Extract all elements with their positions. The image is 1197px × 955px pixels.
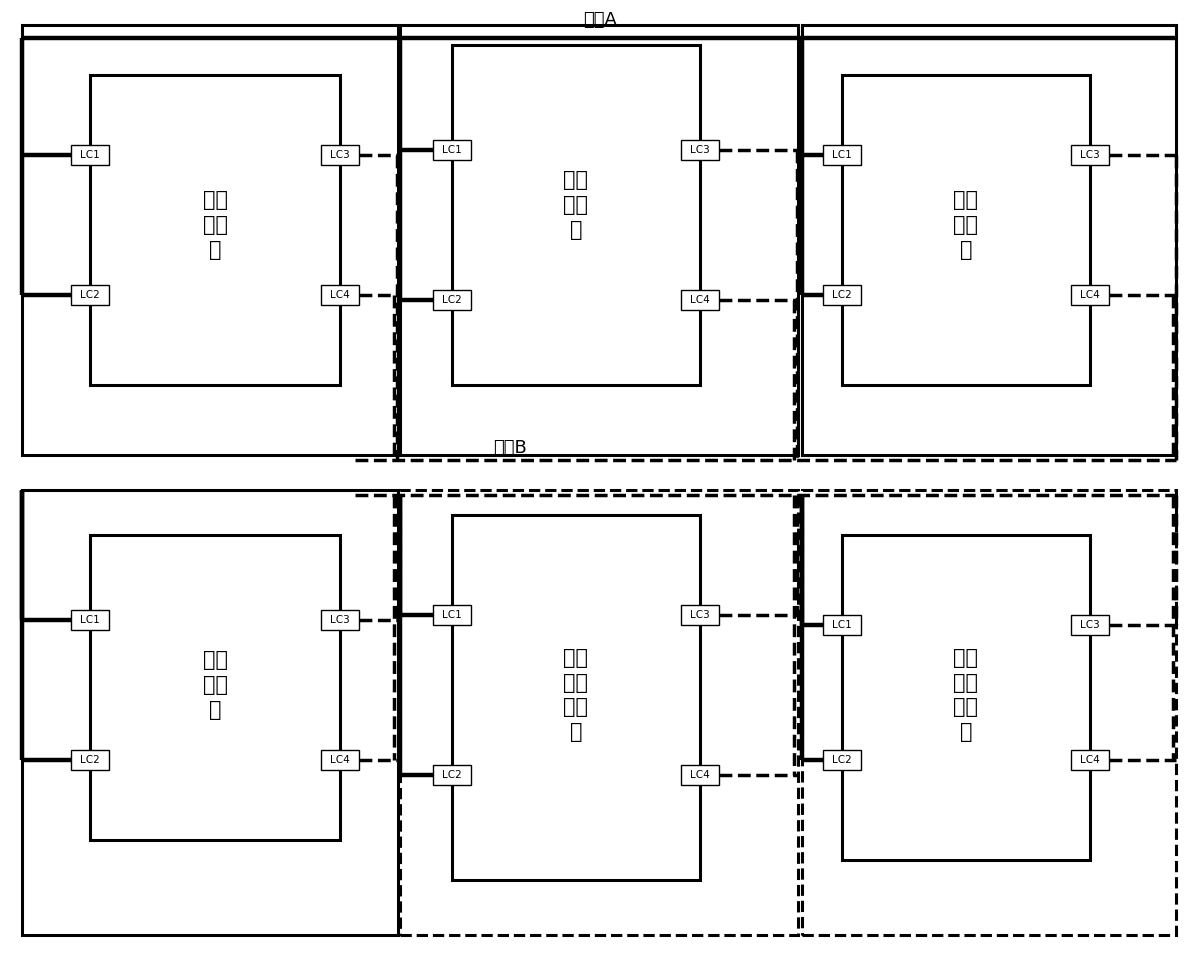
Text: LC2: LC2 bbox=[442, 770, 462, 780]
Bar bbox=[841, 535, 1090, 860]
Text: LC3: LC3 bbox=[1080, 150, 1100, 160]
Bar bbox=[90, 535, 340, 840]
Bar bbox=[321, 610, 359, 630]
Text: 采样
板卡
四: 采样 板卡 四 bbox=[202, 650, 227, 720]
Text: LC2: LC2 bbox=[442, 295, 462, 305]
Text: LC4: LC4 bbox=[1080, 290, 1100, 300]
Bar bbox=[71, 145, 109, 165]
Bar bbox=[400, 25, 798, 455]
Text: LC1: LC1 bbox=[832, 150, 852, 160]
Text: 环网A: 环网A bbox=[583, 11, 616, 29]
Text: LC2: LC2 bbox=[832, 755, 852, 765]
Text: LC4: LC4 bbox=[691, 295, 710, 305]
Bar bbox=[433, 140, 470, 160]
Bar bbox=[71, 285, 109, 305]
Text: LC3: LC3 bbox=[330, 150, 350, 160]
Text: LC3: LC3 bbox=[1080, 620, 1100, 630]
Text: LC2: LC2 bbox=[80, 290, 99, 300]
Bar bbox=[824, 285, 861, 305]
Bar bbox=[452, 45, 700, 385]
Bar bbox=[681, 605, 719, 625]
Text: LC1: LC1 bbox=[442, 145, 462, 155]
Bar bbox=[433, 765, 470, 785]
Bar bbox=[71, 750, 109, 770]
Bar bbox=[1071, 285, 1108, 305]
Text: LC4: LC4 bbox=[330, 290, 350, 300]
Text: 采样
板卡
一: 采样 板卡 一 bbox=[202, 190, 227, 260]
Bar bbox=[824, 145, 861, 165]
Text: LC3: LC3 bbox=[330, 615, 350, 625]
Bar bbox=[22, 25, 397, 455]
Bar bbox=[433, 290, 470, 310]
Text: 采样
板卡
三: 采样 板卡 三 bbox=[954, 190, 978, 260]
Bar bbox=[681, 290, 719, 310]
Text: 采样
接收
板卡
二: 采样 接收 板卡 二 bbox=[954, 647, 978, 742]
Text: LC1: LC1 bbox=[80, 150, 99, 160]
Text: LC1: LC1 bbox=[80, 615, 99, 625]
Text: LC4: LC4 bbox=[1080, 755, 1100, 765]
Bar bbox=[1071, 750, 1108, 770]
Bar bbox=[321, 145, 359, 165]
Text: LC2: LC2 bbox=[832, 290, 852, 300]
Text: 环网B: 环网B bbox=[493, 439, 527, 457]
Bar bbox=[1071, 145, 1108, 165]
Bar bbox=[90, 75, 340, 385]
Bar bbox=[433, 605, 470, 625]
Bar bbox=[841, 75, 1090, 385]
Bar bbox=[1071, 615, 1108, 635]
Text: 采样
板卡
二: 采样 板卡 二 bbox=[564, 170, 589, 240]
Text: LC1: LC1 bbox=[442, 610, 462, 620]
Text: LC4: LC4 bbox=[330, 755, 350, 765]
Text: 采样
接收
板卡
一: 采样 接收 板卡 一 bbox=[564, 647, 589, 742]
Bar bbox=[824, 615, 861, 635]
Bar bbox=[681, 765, 719, 785]
Bar bbox=[452, 515, 700, 880]
Text: LC3: LC3 bbox=[691, 145, 710, 155]
Text: LC3: LC3 bbox=[691, 610, 710, 620]
Bar bbox=[802, 25, 1175, 455]
Bar bbox=[321, 285, 359, 305]
Bar bbox=[802, 490, 1175, 935]
Bar bbox=[71, 610, 109, 630]
Text: LC4: LC4 bbox=[691, 770, 710, 780]
Bar bbox=[400, 490, 798, 935]
Bar bbox=[22, 490, 397, 935]
Text: LC1: LC1 bbox=[832, 620, 852, 630]
Bar bbox=[321, 750, 359, 770]
Text: LC2: LC2 bbox=[80, 755, 99, 765]
Bar bbox=[824, 750, 861, 770]
Bar bbox=[681, 140, 719, 160]
